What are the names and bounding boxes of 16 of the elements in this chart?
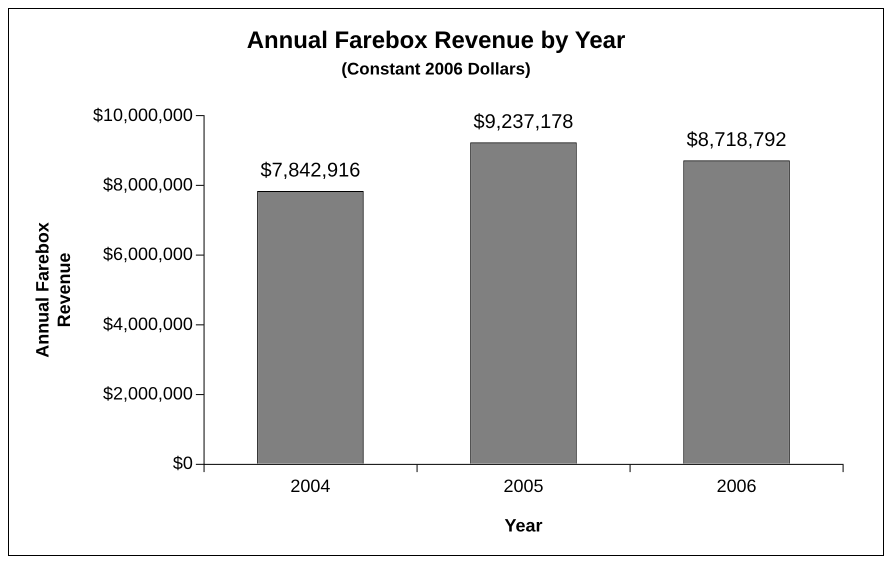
y-tick-label: $8,000,000 [103, 174, 193, 194]
data-label: $9,237,178 [474, 110, 574, 133]
y-axis-title: Annual Farebox Revenue [32, 222, 74, 358]
chart-title: Annual Farebox Revenue by Year [246, 26, 626, 54]
y-tick-label: $0 [172, 453, 193, 474]
y-tick-label: $6,000,000 [103, 244, 193, 264]
y-tick-label: $10,000,000 [93, 104, 193, 125]
data-label: $8,718,792 [686, 129, 786, 151]
y-tick-label: $4,000,000 [103, 314, 193, 334]
y-tick-label: $2,000,000 [103, 383, 193, 404]
x-tick-label: 2005 [504, 476, 544, 496]
x-tick-label: 2004 [290, 476, 330, 496]
chart-subtitle: (Constant 2006 Dollars) [341, 59, 531, 78]
x-axis-title: Year [504, 515, 542, 536]
x-tick-label: 2006 [716, 476, 757, 496]
data-label: $7,842,916 [260, 160, 360, 182]
